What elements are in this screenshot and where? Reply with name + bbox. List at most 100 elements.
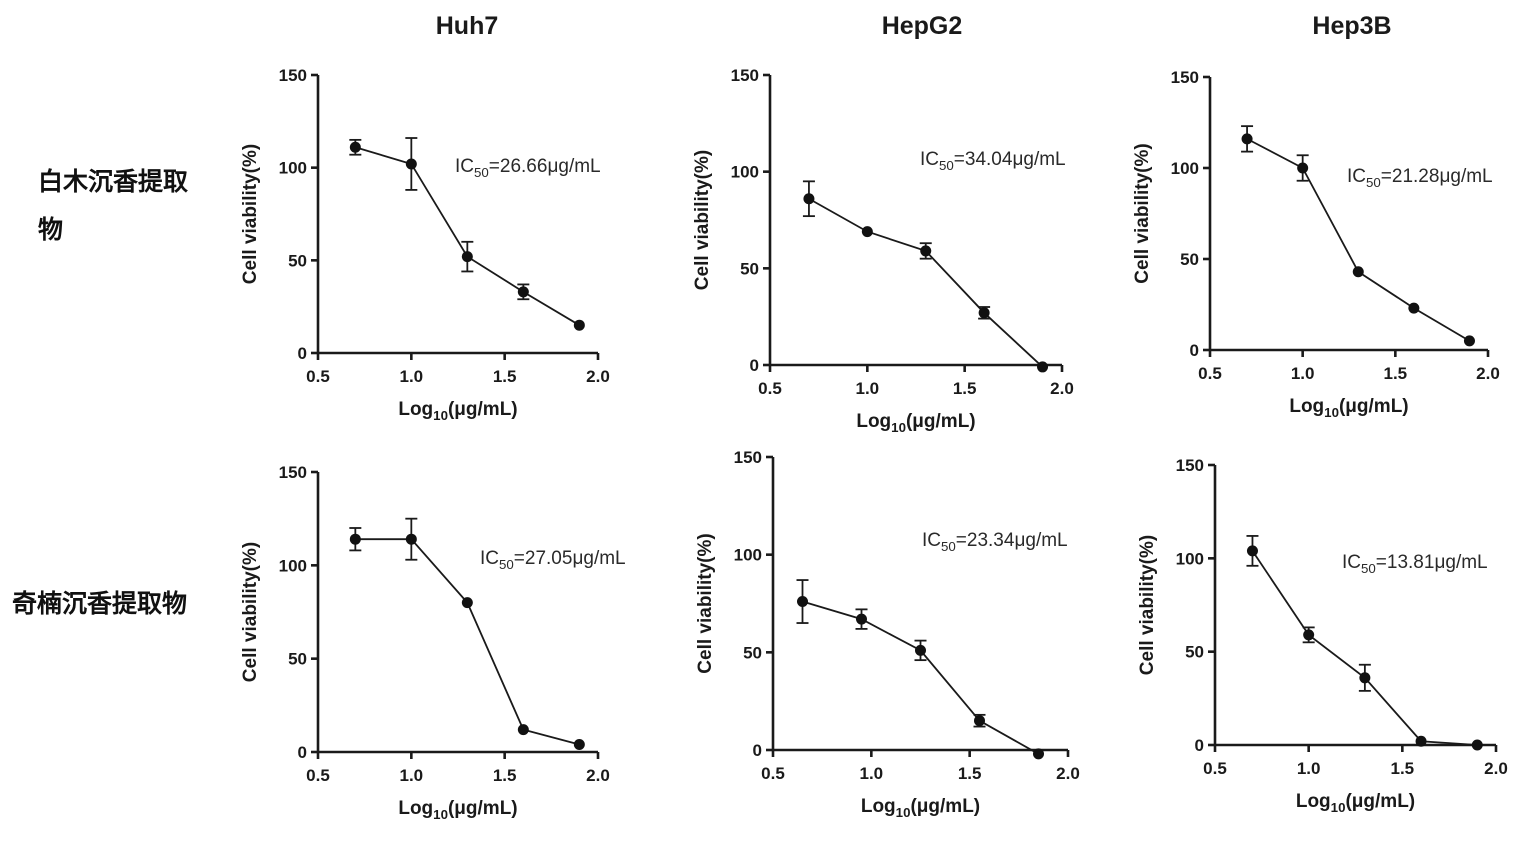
ic50-annotation: IC50=27.05μg/mL xyxy=(480,548,626,572)
x-tick-label: 2.0 xyxy=(1050,379,1074,398)
data-point xyxy=(1352,266,1364,278)
y-tick-label: 0 xyxy=(1190,341,1199,360)
data-point xyxy=(517,286,529,298)
chart-panel-6 xyxy=(1208,463,1498,752)
series-line xyxy=(355,538,580,746)
data-point xyxy=(920,245,932,257)
data-point xyxy=(461,597,473,609)
data-point xyxy=(856,613,867,625)
y-tick-label: 150 xyxy=(1176,456,1204,475)
x-tick-label: 0.5 xyxy=(761,764,785,783)
y-tick-label: 50 xyxy=(743,643,762,662)
y-tick-label: 100 xyxy=(731,163,759,182)
x-tick-label: 1.5 xyxy=(493,766,517,785)
y-axis-label: Cell viability(%) xyxy=(695,533,716,673)
ic50-annotation: IC50=13.81μg/mL xyxy=(1342,552,1488,576)
x-tick-label: 1.0 xyxy=(400,766,424,785)
y-tick-label: 100 xyxy=(1176,549,1204,568)
y-tick-label: 50 xyxy=(288,251,307,270)
x-tick-label: 1.5 xyxy=(958,764,982,783)
x-tick-label: 0.5 xyxy=(1203,759,1227,778)
ic50-annotation: IC50=34.04μg/mL xyxy=(920,149,1066,173)
data-point xyxy=(797,596,808,608)
y-tick-label: 150 xyxy=(734,448,762,467)
data-point xyxy=(1471,739,1483,751)
x-axis-label: Log10(μg/mL) xyxy=(398,399,517,423)
x-tick-label: 2.0 xyxy=(586,766,610,785)
x-tick-label: 2.0 xyxy=(1476,364,1500,383)
column-title-hep3b: Hep3B xyxy=(1312,12,1392,40)
data-point xyxy=(1303,629,1315,641)
x-tick-label: 1.0 xyxy=(856,379,880,398)
y-tick-label: 0 xyxy=(750,356,759,375)
ic50-annotation: IC50=23.34μg/mL xyxy=(922,530,1068,554)
x-tick-label: 2.0 xyxy=(586,367,610,386)
series-line xyxy=(808,197,1044,368)
y-axis-label: Cell viability(%) xyxy=(240,144,261,284)
x-axis-label: Log10(μg/mL) xyxy=(1289,396,1408,420)
x-tick-label: 2.0 xyxy=(1484,759,1508,778)
data-point xyxy=(461,251,473,263)
y-tick-label: 100 xyxy=(279,556,307,575)
data-point xyxy=(405,158,417,170)
data-point xyxy=(861,226,873,238)
y-tick-label: 0 xyxy=(1195,736,1204,755)
x-tick-label: 1.0 xyxy=(1297,759,1321,778)
y-tick-label: 50 xyxy=(1180,250,1199,269)
x-axis-label: Log10(μg/mL) xyxy=(856,411,975,435)
x-tick-label: 1.5 xyxy=(1391,759,1415,778)
ic50-annotation: IC50=21.28μg/mL xyxy=(1347,166,1493,190)
data-point xyxy=(1463,335,1475,347)
series-line xyxy=(802,600,1039,755)
y-tick-label: 0 xyxy=(298,344,307,363)
y-tick-label: 50 xyxy=(288,650,307,669)
data-point xyxy=(1297,162,1309,174)
data-point xyxy=(405,533,417,545)
data-point xyxy=(978,307,990,319)
chart-panel-3 xyxy=(1203,75,1490,357)
y-tick-label: 0 xyxy=(298,743,307,762)
x-tick-label: 1.0 xyxy=(1291,364,1315,383)
data-point xyxy=(1033,748,1044,760)
y-tick-label: 150 xyxy=(279,463,307,482)
ic50-annotation: IC50=26.66μg/mL xyxy=(455,156,601,180)
data-point xyxy=(517,724,529,736)
data-point xyxy=(1246,545,1258,557)
y-tick-label: 100 xyxy=(279,159,307,178)
column-title-hepg2: HepG2 xyxy=(881,12,963,40)
x-tick-label: 0.5 xyxy=(306,367,330,386)
chart-panel-4 xyxy=(311,470,600,759)
data-point xyxy=(915,644,926,656)
y-tick-label: 150 xyxy=(279,66,307,85)
y-tick-label: 100 xyxy=(734,546,762,565)
x-tick-label: 1.0 xyxy=(400,367,424,386)
data-point xyxy=(573,739,585,751)
y-tick-label: 50 xyxy=(1185,643,1204,662)
row-label-qinan-agarwood-extract: 奇楠沉香提取物 xyxy=(12,589,188,618)
y-tick-label: 100 xyxy=(1171,159,1199,178)
y-tick-label: 150 xyxy=(731,66,759,85)
series-line xyxy=(1251,550,1478,746)
chart-panel-5 xyxy=(766,455,1070,760)
x-tick-label: 1.5 xyxy=(493,367,517,386)
chart-panel-2 xyxy=(763,73,1064,373)
x-tick-label: 0.5 xyxy=(306,766,330,785)
data-point xyxy=(1359,672,1371,684)
y-axis-label: Cell viability(%) xyxy=(692,150,713,290)
y-axis-label: Cell viability(%) xyxy=(1132,143,1153,283)
y-tick-label: 0 xyxy=(753,741,762,760)
data-point xyxy=(349,141,361,153)
x-axis-label: Log10(μg/mL) xyxy=(398,798,517,822)
x-axis-label: Log10(μg/mL) xyxy=(1296,791,1415,815)
x-tick-label: 2.0 xyxy=(1056,764,1080,783)
data-point xyxy=(573,319,585,331)
y-tick-label: 150 xyxy=(1171,68,1199,87)
data-point xyxy=(349,533,361,545)
x-axis-label: Log10(μg/mL) xyxy=(861,796,980,820)
y-tick-label: 50 xyxy=(740,259,759,278)
x-tick-label: 1.5 xyxy=(1384,364,1408,383)
y-axis-label: Cell viability(%) xyxy=(1137,535,1158,675)
data-point xyxy=(1241,133,1253,145)
data-point xyxy=(974,715,985,727)
